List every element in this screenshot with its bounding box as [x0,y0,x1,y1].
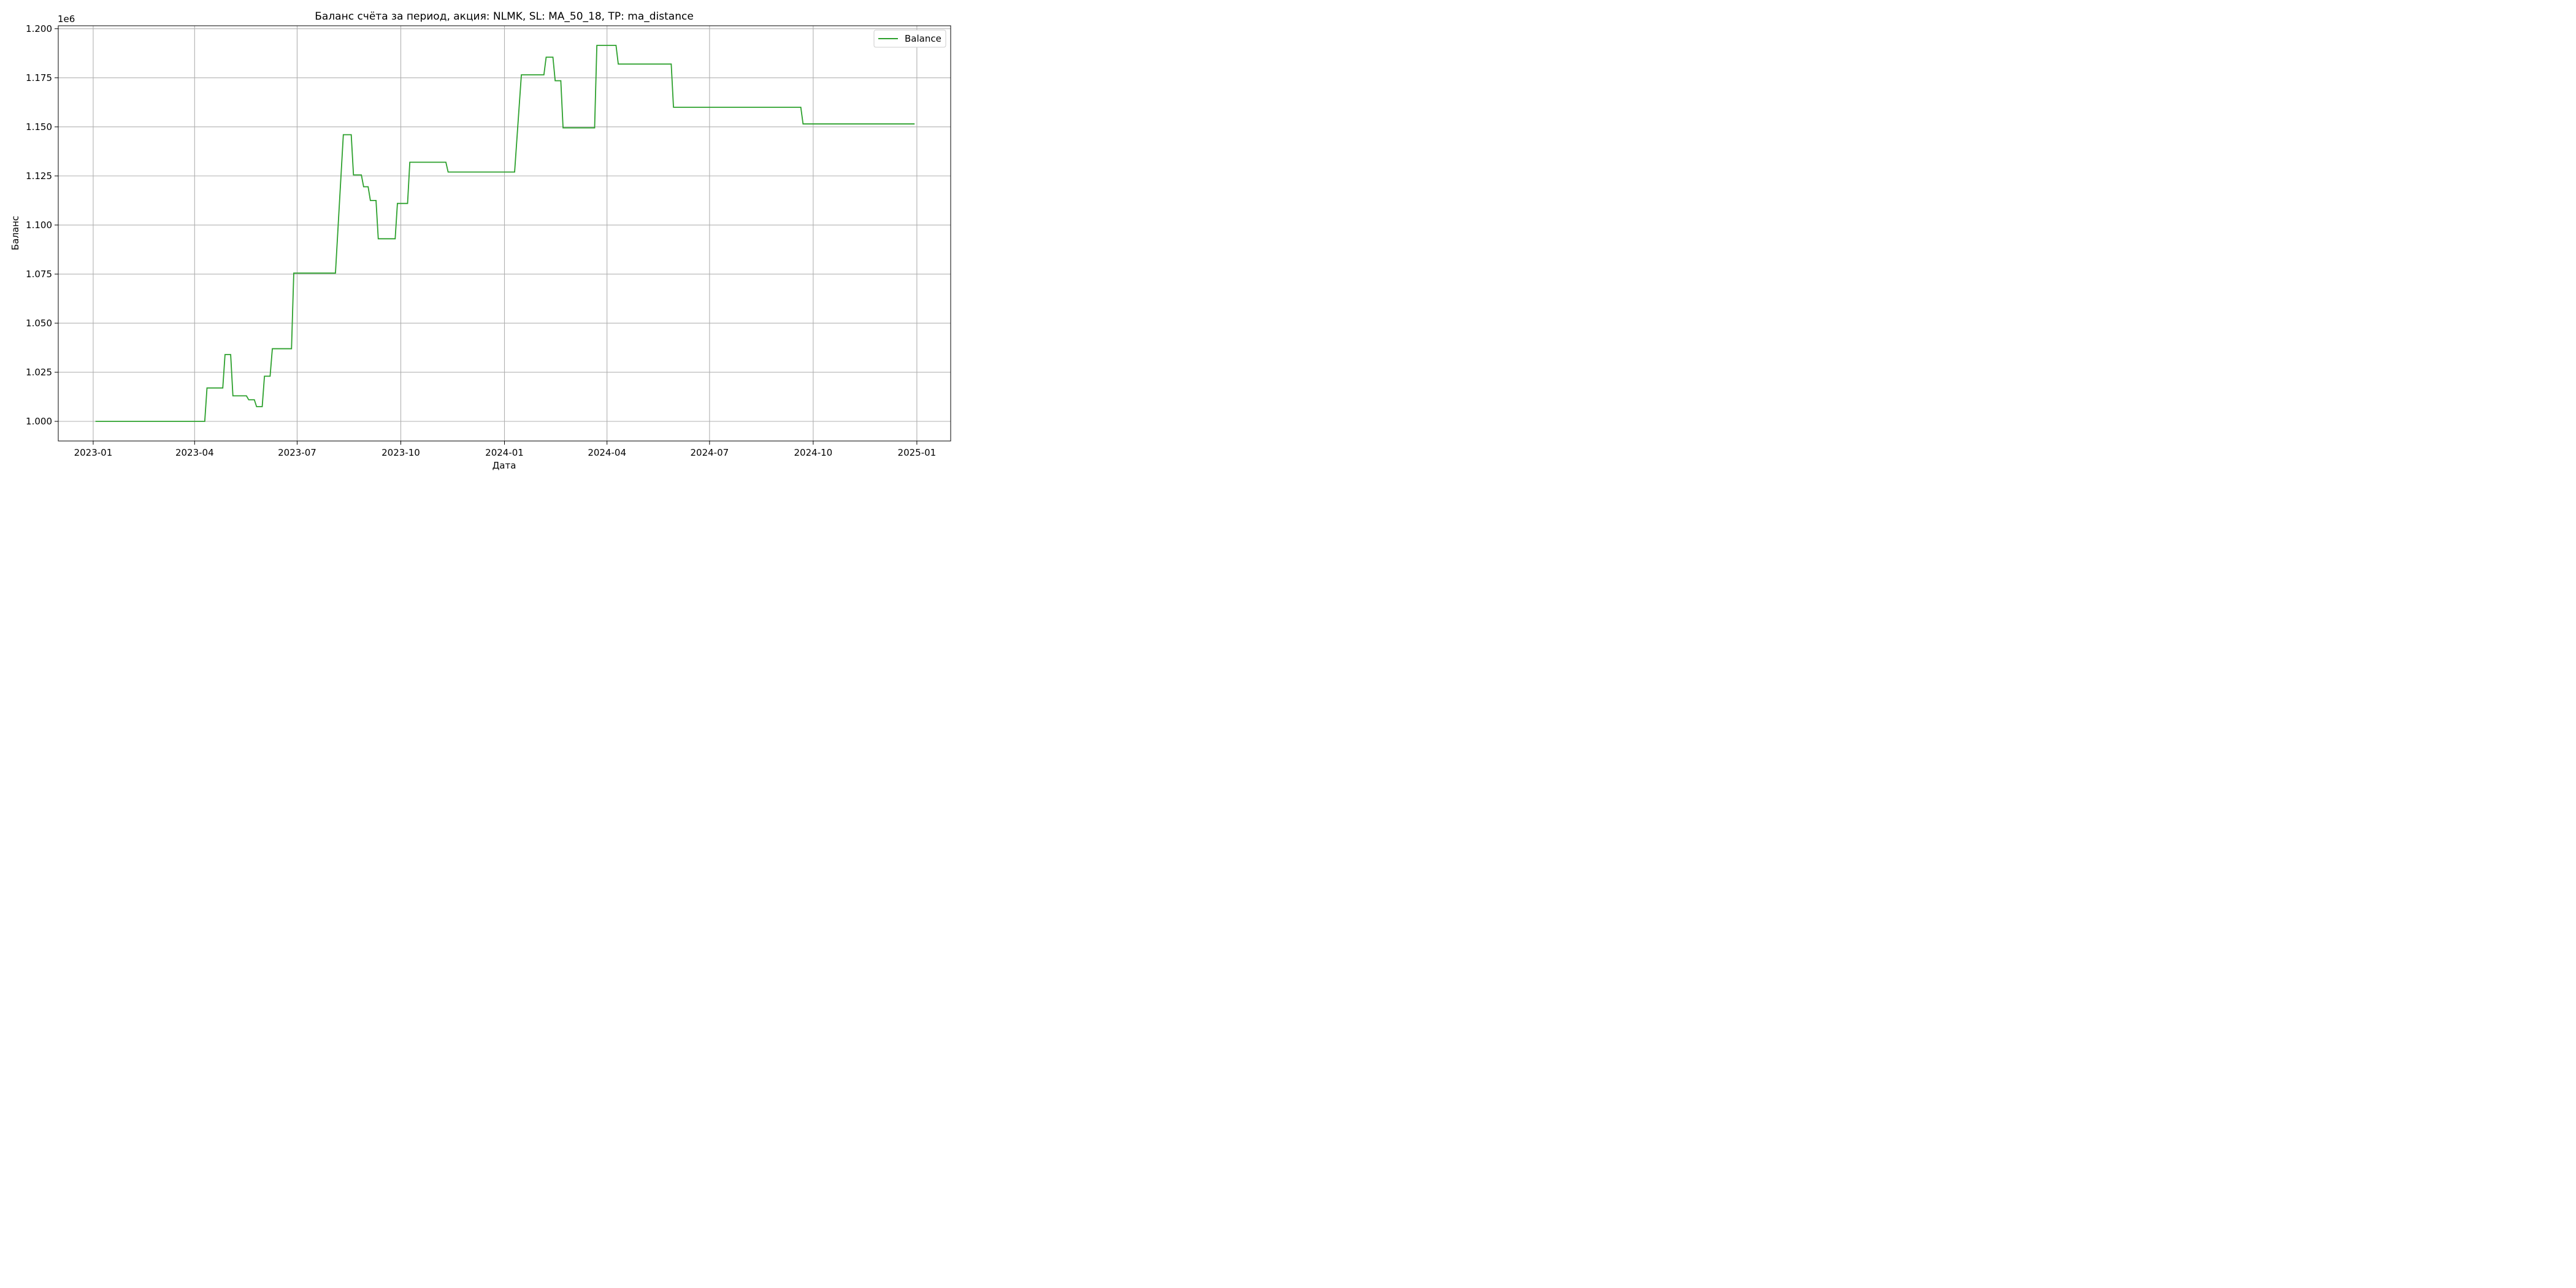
legend: Balance [873,29,946,48]
y-tick-label: 1.025 [26,367,52,378]
balance-chart: 2023-01 2023-04 2023-07 2023-10 2024-01 2024-… [0,0,962,481]
grid-lines [58,26,951,441]
y-tick-label: 1.100 [26,220,52,231]
legend-box [873,29,946,48]
y-axis-ticks: 1.000 1.025 1.050 1.075 1.100 1.125 1.150 1.175… [26,23,58,427]
y-tick-label: 1.075 [26,269,52,280]
chart-background [0,0,962,481]
y-tick-label: 1.200 [26,23,52,34]
chart-title: Баланс счёта за период, акция: NLMK, SL:… [315,10,694,23]
y-offset-label: 1e6 [58,13,75,25]
x-tick-label: 2023-10 [381,447,420,458]
y-tick-label: 1.000 [26,416,52,427]
y-tick-label: 1.150 [26,121,52,132]
y-tick-label: 1.125 [26,171,52,182]
series-line-balance [95,45,915,422]
x-tick-label: 2025-01 [898,447,937,458]
y-tick-label: 1.175 [26,72,52,83]
legend-label-balance: Balance [905,33,941,44]
y-tick-label: 1.050 [26,318,52,329]
x-tick-label: 2024-01 [485,447,524,458]
x-tick-label: 2023-01 [74,447,113,458]
x-tick-label: 2024-04 [588,447,626,458]
x-axis-ticks: 2023-01 2023-04 2023-07 2023-10 2024-01 2024-… [74,441,937,458]
x-tick-label: 2023-07 [278,447,316,458]
x-tick-label: 2024-10 [794,447,833,458]
x-axis-label: Дата [493,460,516,471]
x-tick-label: 2024-07 [691,447,729,458]
y-axis-label: Баланс [10,216,21,250]
x-tick-label: 2023-04 [175,447,214,458]
